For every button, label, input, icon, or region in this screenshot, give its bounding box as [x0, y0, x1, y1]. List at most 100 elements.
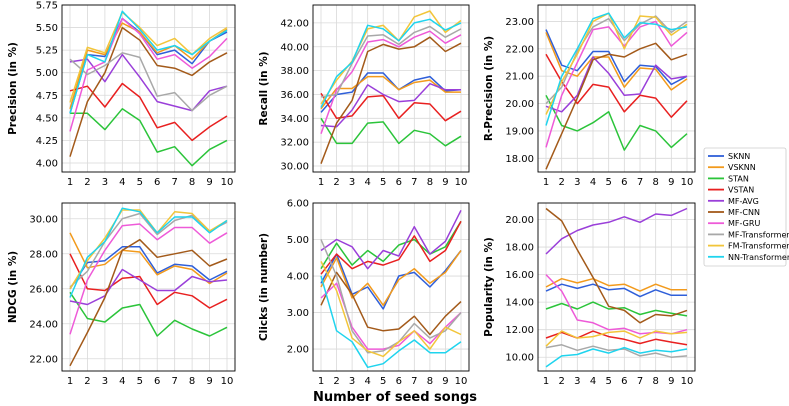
- series-line-sknn: [545, 283, 687, 298]
- legend-label: MF-GRU: [728, 219, 760, 228]
- series-line-sknn: [320, 72, 462, 113]
- y-tick-label: 18.00: [505, 154, 534, 165]
- series-line-mf-avg: [69, 53, 228, 112]
- x-tick-label: 6: [396, 376, 402, 387]
- panel-5: 1 2 3 4 5 6 7 8 9 10 2.00 3.00 4.00 5.00 6.00 Clicks (i…: [258, 199, 470, 387]
- x-tick-label: 6: [154, 177, 160, 188]
- series-line-fm-transformer: [69, 11, 228, 103]
- series-line-vsknn: [545, 277, 687, 292]
- series-line-vstan: [69, 253, 228, 309]
- x-tick-label: 5: [380, 376, 386, 387]
- series-line-nn-transformer: [320, 275, 462, 369]
- plot-frame: [537, 4, 696, 173]
- y-tick-label: 4.50: [36, 113, 58, 124]
- x-tick-label: 9: [668, 376, 674, 387]
- x-tick-label: 5: [137, 376, 143, 387]
- legend-item: STAN: [708, 174, 749, 183]
- series-line-vstan: [320, 220, 462, 275]
- x-tick-label: 4: [590, 376, 596, 387]
- series-line-sknn: [69, 246, 228, 290]
- series-line-mf-cnn: [545, 42, 688, 170]
- x-tick-label: 9: [668, 177, 674, 188]
- x-tick-label: 4: [119, 177, 125, 188]
- series-line-mf-avg: [69, 268, 228, 306]
- x-tick-label: 9: [206, 177, 212, 188]
- y-axis-label: R-Precision (in %): [483, 36, 495, 141]
- x-tick-label: 5: [605, 376, 611, 387]
- y-tick-label: 23.00: [505, 17, 534, 28]
- series-line-mf-gru: [545, 20, 688, 148]
- series-line-vsknn: [545, 32, 688, 91]
- series-line-mf-cnn: [69, 26, 228, 157]
- x-tick-label: 10: [221, 376, 234, 387]
- series-line-vsknn: [320, 250, 462, 307]
- y-tick-label: 16.00: [505, 270, 534, 281]
- x-tick-label: 8: [427, 177, 433, 188]
- legend-item: VSTAN: [708, 186, 754, 195]
- series-line-vstan: [69, 82, 228, 142]
- series-line-nn-transformer: [545, 346, 688, 368]
- y-axis-label: Precision (in %): [7, 42, 19, 135]
- y-tick-label: 5.00: [36, 68, 58, 79]
- legend-label: FM-Transformer: [728, 242, 789, 251]
- panels-layer: 1 2 3 4 5 6 7 8 9 104.004.254.504.755.005.255.505…: [7, 1, 696, 387]
- legend-label: SKNN: [728, 152, 750, 161]
- x-tick-label: 3: [102, 177, 108, 188]
- y-tick-label: 18.00: [505, 243, 534, 254]
- series-line-fm-transformer: [545, 330, 688, 347]
- gridlines: [62, 203, 235, 371]
- x-tick-label: 2: [84, 376, 90, 387]
- x-tick-label: 9: [206, 376, 212, 387]
- x-tick-label: 5: [605, 177, 611, 188]
- x-tick-label: 7: [171, 177, 177, 188]
- series-line-nn-transformer: [320, 18, 462, 108]
- y-tick-label: 38.00: [280, 66, 309, 77]
- x-tick-label: 9: [442, 177, 448, 188]
- x-tick-label: 2: [333, 177, 339, 188]
- legend-box: [703, 147, 787, 267]
- y-tick-label: 26.00: [29, 284, 58, 295]
- y-tick-label: 20.00: [505, 215, 534, 226]
- y-axis-label: Recall (in %): [258, 51, 270, 125]
- y-tick-label: 22.00: [29, 354, 58, 365]
- series-line-stan: [69, 291, 228, 337]
- legend-label: VSKNN: [728, 163, 756, 172]
- series-line-mf-transformer: [320, 239, 462, 354]
- x-tick-label: 4: [364, 177, 370, 188]
- series-line-mf-avg: [320, 82, 461, 128]
- x-tick-label: 6: [154, 376, 160, 387]
- series-line-mf-cnn: [320, 36, 462, 164]
- y-tick-label: 32.00: [280, 138, 309, 149]
- x-tick-label: 1: [318, 376, 324, 387]
- series-line-nn-transformer: [545, 12, 688, 126]
- x-tick-label: 7: [171, 376, 177, 387]
- legend-label: MF-Transformer: [728, 230, 789, 239]
- series-line-mf-gru: [545, 274, 688, 335]
- y-tick-label: 5.25: [36, 46, 58, 57]
- x-tick-label: 3: [349, 376, 355, 387]
- series-line-mf-transformer: [320, 25, 462, 98]
- legend-item: VSKNN: [708, 163, 756, 172]
- plot-frame: [312, 202, 470, 372]
- x-tick-label: 8: [189, 376, 195, 387]
- panel-6: 1 2 3 4 5 6 7 8 9 10 10.00 12.00 14.00 16.00 18.00 20.0…: [483, 202, 696, 387]
- x-tick-label: 3: [574, 177, 580, 188]
- y-tick-label: 10.00: [505, 353, 534, 364]
- y-tick-label: 4.25: [36, 136, 58, 147]
- y-tick-label: 6.00: [287, 199, 309, 210]
- panel-3: 1 2 3 4 5 6 7 8 9 10 18.00 19.00 20.00 21.00 22.00 23.0…: [483, 4, 696, 188]
- y-tick-label: 19.00: [505, 126, 534, 137]
- y-tick-label: 40.00: [280, 42, 309, 53]
- x-tick-label: 10: [681, 177, 694, 188]
- legend-label: MF-CNN: [728, 208, 760, 217]
- x-tick-label: 10: [681, 376, 694, 387]
- series-line-fm-transformer: [320, 10, 462, 105]
- y-tick-label: 5.00: [287, 235, 309, 246]
- series-line-nn-transformer: [69, 10, 228, 114]
- plot-frame: [61, 202, 236, 372]
- y-axis-label: Popularity (in %): [483, 237, 495, 337]
- legend-item: FM-Transformer: [708, 242, 789, 251]
- y-tick-label: 3.00: [287, 308, 309, 319]
- x-tick-label: 7: [411, 376, 417, 387]
- y-tick-label: 42.00: [280, 18, 309, 29]
